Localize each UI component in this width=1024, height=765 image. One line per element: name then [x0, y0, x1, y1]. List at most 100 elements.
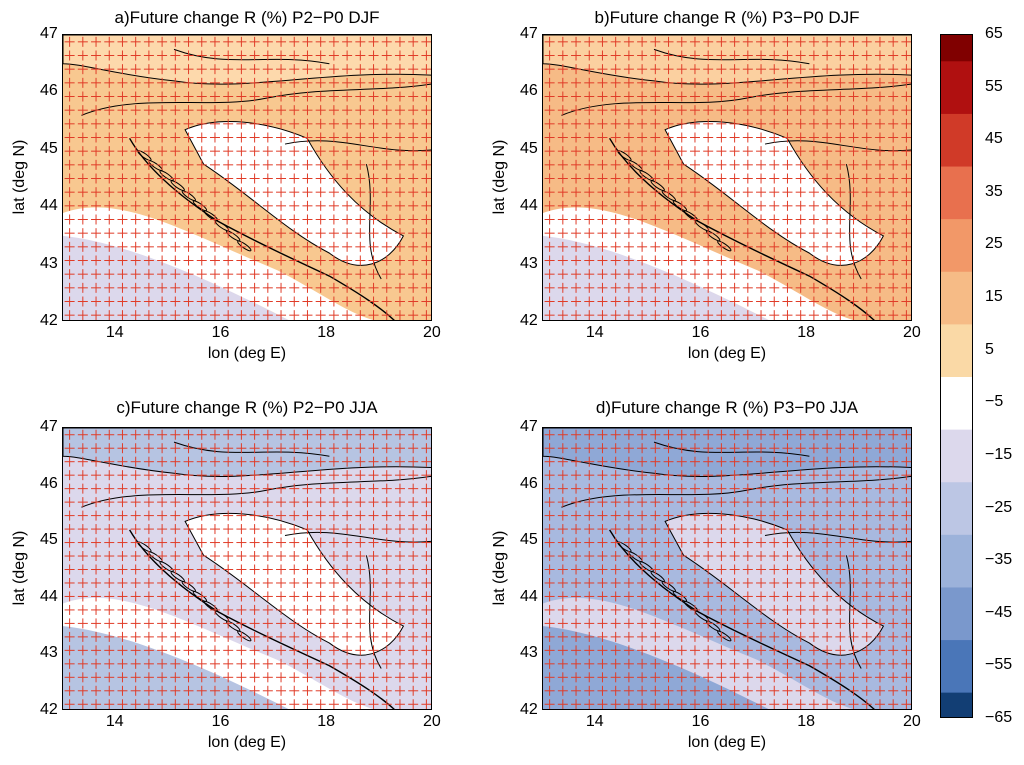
lon-tick-label: 14	[105, 324, 124, 341]
colorbar-tick-label: 35	[985, 182, 1003, 200]
colorbar	[940, 34, 973, 718]
lat-tick-label: 47	[40, 25, 58, 42]
lon-tick-label: 16	[691, 324, 710, 341]
lat-tick-label: 45	[520, 531, 538, 549]
coastline	[128, 529, 395, 709]
grid-markers	[64, 429, 431, 709]
lat-tick-label: 45	[40, 139, 58, 157]
grid-markers	[64, 36, 431, 320]
island	[192, 591, 208, 602]
map-plot-area	[62, 427, 432, 710]
colorbar-segment	[941, 113, 972, 168]
lon-tick-label: 14	[585, 713, 604, 730]
map-canvas	[543, 35, 911, 320]
colorbar-segment	[941, 271, 972, 325]
border-line	[284, 531, 431, 543]
colorbar-segment	[941, 35, 972, 62]
lat-tick-label: 47	[520, 418, 538, 435]
border-line	[561, 83, 911, 116]
island	[237, 630, 252, 642]
colorbar-tick-label: 45	[985, 130, 1003, 148]
colorbar-tick-label: 5	[985, 340, 994, 358]
y-axis-label: lat (deg N)	[11, 139, 28, 214]
lon-tick-label: 20	[903, 324, 921, 341]
lon-tick-label: 14	[105, 713, 124, 730]
island	[170, 180, 185, 192]
border-line	[284, 140, 431, 152]
panel-title: a)Future change R (%) P2−P0 DJF	[114, 8, 380, 27]
island	[661, 581, 676, 592]
coastal-band	[543, 597, 853, 709]
grid-markers	[544, 36, 911, 320]
island	[706, 620, 721, 632]
lat-tick-label: 43	[40, 644, 58, 662]
lat-tick-label: 42	[520, 312, 538, 329]
lon-tick-label: 18	[797, 324, 816, 341]
lat-tick-label: 47	[520, 25, 538, 42]
lat-tick-label: 42	[40, 701, 58, 718]
lat-tick-label: 45	[520, 139, 538, 157]
lat-tick-label: 43	[520, 254, 538, 272]
colorbar-tick-label: 15	[985, 288, 1003, 306]
coastline	[128, 137, 395, 320]
island	[717, 240, 732, 252]
lat-tick-label: 44	[520, 587, 538, 605]
x-axis-label: lon (deg E)	[207, 734, 287, 751]
lat-tick-label: 43	[520, 644, 538, 662]
lat-tick-label: 46	[520, 82, 538, 100]
coastline	[608, 137, 875, 320]
lon-tick-label: 16	[691, 713, 710, 730]
island	[639, 561, 654, 573]
island	[706, 230, 721, 242]
panel-title: c)Future change R (%) P2−P0 JJA	[116, 398, 378, 417]
border-line	[653, 48, 810, 65]
border-line	[764, 531, 911, 543]
lon-tick-label: 20	[423, 324, 441, 341]
lat-tick-label: 44	[40, 587, 58, 605]
colorbar-segment	[941, 166, 972, 220]
map-canvas	[63, 428, 431, 709]
border-line	[173, 48, 330, 65]
lat-tick-label: 43	[40, 254, 58, 272]
lat-tick-label: 42	[520, 701, 538, 718]
colorbar-segment	[941, 377, 972, 431]
colorbar-segment	[941, 587, 972, 641]
panel-title: b)Future change R (%) P3−P0 DJF	[594, 8, 860, 27]
island	[226, 230, 241, 242]
lat-tick-label: 45	[40, 531, 58, 549]
lat-tick-label: 42	[40, 312, 58, 329]
island	[650, 571, 665, 582]
colorbar-segment	[941, 640, 972, 694]
border-line	[173, 441, 330, 457]
colorbar-scale	[941, 35, 972, 717]
island	[672, 591, 688, 602]
colorbar-segment	[941, 429, 972, 483]
lon-tick-label: 16	[211, 713, 230, 730]
y-axis-label: lat (deg N)	[491, 139, 508, 214]
lon-tick-label: 14	[585, 324, 604, 341]
colorbar-tick-label: −15	[985, 445, 1013, 463]
lat-tick-label: 44	[520, 197, 538, 215]
colorbar-tick-label: −55	[985, 656, 1013, 674]
border-line	[764, 140, 911, 152]
colorbar-segment	[941, 219, 972, 273]
island	[683, 600, 699, 612]
colorbar-segment	[941, 482, 972, 536]
lat-tick-label: 47	[40, 418, 58, 435]
island	[226, 620, 241, 632]
island	[639, 170, 654, 182]
lon-tick-label: 16	[211, 324, 230, 341]
lon-tick-label: 18	[317, 713, 336, 730]
colorbar-tick-label: −25	[985, 498, 1013, 516]
border-line	[561, 475, 911, 508]
island	[192, 200, 208, 212]
island	[683, 210, 699, 222]
colorbar-tick-label: −65	[985, 709, 1013, 726]
colorbar-tick-label: −35	[985, 551, 1013, 569]
y-axis-label: lat (deg N)	[491, 530, 508, 605]
colorbar-tick-label: 55	[985, 77, 1003, 95]
lat-tick-label: 46	[520, 474, 538, 492]
lon-tick-label: 20	[903, 713, 921, 730]
colorbar-tick-label: 65	[985, 25, 1003, 42]
lon-tick-label: 20	[423, 713, 441, 730]
